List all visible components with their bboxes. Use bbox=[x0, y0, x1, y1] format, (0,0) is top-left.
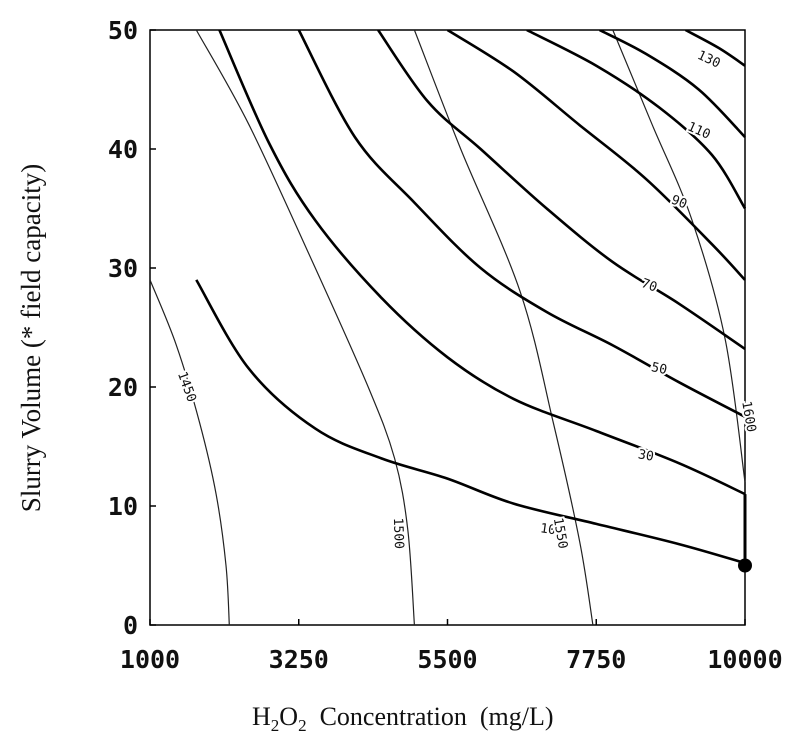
bold-contour-130 bbox=[599, 30, 746, 139]
x-tick-label: 5500 bbox=[417, 645, 477, 674]
contour-label-50: 50 bbox=[650, 360, 668, 378]
contour-labels: 10 30 50 70 90 110 130 1450 1500 1550 1600 bbox=[172, 46, 760, 552]
tick-labels: 1000 3250 5500 7750 10000 0 10 20 30 40 50 bbox=[108, 16, 783, 674]
x-axis-label: H2O2 Concentration (mg/L) bbox=[252, 702, 554, 735]
bold-contour-90 bbox=[446, 30, 746, 281]
bold-contour-110 bbox=[526, 30, 746, 210]
y-tick-label: 10 bbox=[108, 492, 138, 521]
contour-label-70: 70 bbox=[639, 276, 659, 295]
y-tick-label: 30 bbox=[108, 254, 138, 283]
thin-contour-1600 bbox=[612, 30, 746, 483]
contour-label-10: 10 bbox=[539, 521, 557, 538]
bold-contour-70 bbox=[377, 30, 746, 350]
plot-frame bbox=[149, 29, 746, 626]
contour-label-90: 90 bbox=[669, 193, 689, 213]
thin-contour-1450 bbox=[150, 279, 230, 625]
bold-contour-30 bbox=[218, 30, 746, 496]
y-tick-label: 50 bbox=[108, 16, 138, 45]
contour-label-130: 130 bbox=[695, 48, 723, 72]
y-tick-label: 20 bbox=[108, 373, 138, 402]
x-tick-label: 7750 bbox=[566, 645, 626, 674]
bold-contour-10 bbox=[195, 279, 746, 565]
y-tick-label: 0 bbox=[123, 611, 138, 640]
x-tick-label: 3250 bbox=[269, 645, 329, 674]
bold-contours bbox=[195, 30, 746, 565]
contour-label-110: 110 bbox=[685, 120, 713, 143]
thin-contours bbox=[150, 30, 746, 625]
x-tick-label: 10000 bbox=[707, 645, 782, 674]
contour-label-30: 30 bbox=[637, 447, 655, 464]
thin-contour-1500 bbox=[195, 30, 415, 625]
bold-contour-150 bbox=[684, 30, 746, 67]
bold-contour-50 bbox=[297, 30, 746, 418]
contour-label-1600: 1600 bbox=[738, 400, 758, 433]
marker-point bbox=[738, 558, 752, 573]
x-tick-label: 1000 bbox=[120, 645, 180, 674]
contour-label-1500: 1500 bbox=[390, 517, 406, 549]
contour-label-1550: 1550 bbox=[550, 517, 570, 550]
y-tick-label: 40 bbox=[108, 135, 138, 164]
thin-contour-1550 bbox=[413, 30, 594, 625]
contour-label-1450: 1450 bbox=[174, 370, 199, 405]
y-axis-label: Slurry Volume (* field capacity) bbox=[16, 164, 46, 512]
